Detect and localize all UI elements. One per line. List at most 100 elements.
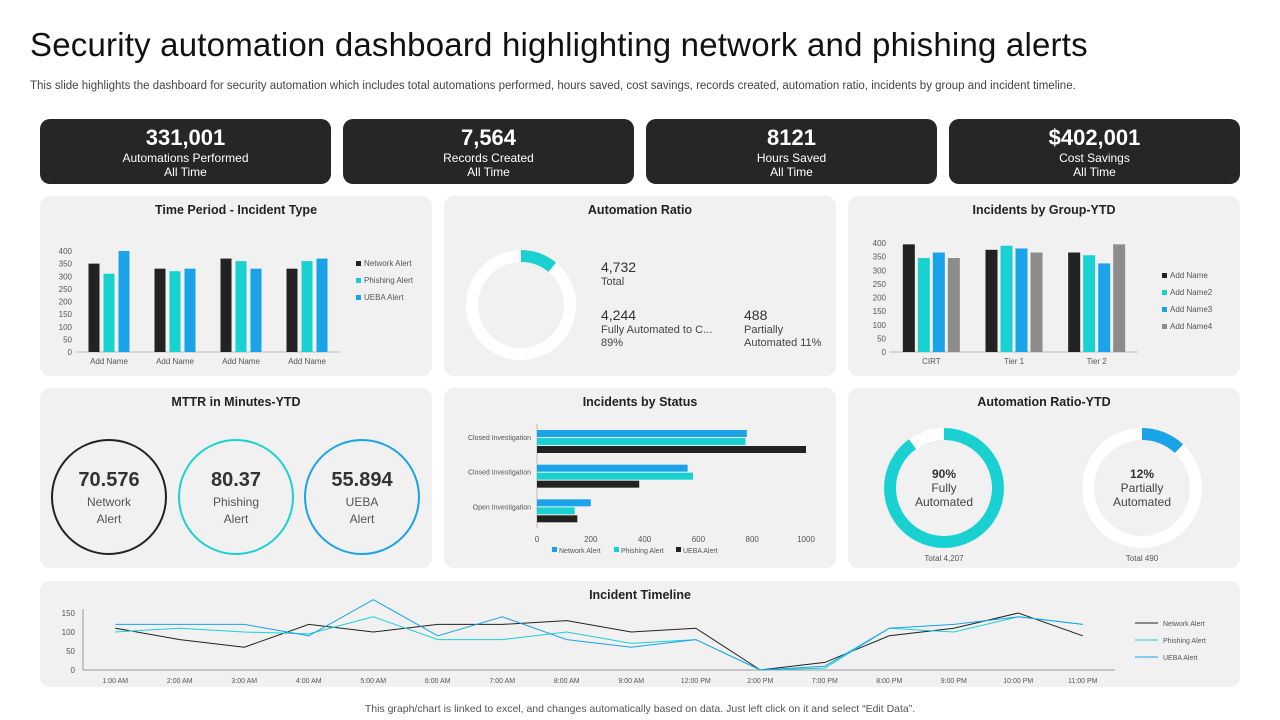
legend-swatch-icon <box>614 547 619 552</box>
legend-label: UEBA Alert <box>683 548 718 555</box>
footer-note: This graph/chart is linked to excel, and… <box>364 703 916 715</box>
automation-ratio-ytd-panel: Automation Ratio-YTD 90% Fully Automated… <box>848 388 1240 568</box>
bar <box>118 251 130 352</box>
legend-swatch-icon <box>1162 273 1167 278</box>
y-tick-label: 50 <box>877 334 886 343</box>
bar <box>1083 255 1096 352</box>
y-tick-label: 0 <box>68 348 73 357</box>
y-tick-label: 150 <box>62 609 76 618</box>
ytd-pct: 12% <box>1129 467 1155 481</box>
mttr-label: Network <box>86 495 131 509</box>
bar <box>286 268 298 352</box>
x-tick-label: 9:00 PM <box>941 678 967 685</box>
panel-title: Incidents by Status <box>582 395 698 409</box>
kpi-sublabel: All Time <box>770 165 813 179</box>
time-period-chart[interactable]: 0 50 100 150 200 250 300 350 400 Add Name Add Name… <box>40 196 432 376</box>
x-tick-label: 1:00 AM <box>102 678 128 685</box>
series-line <box>115 599 1083 671</box>
bar <box>88 263 100 352</box>
kpi-value: 8121 <box>767 125 816 150</box>
kpi-automations-card: 331,001 Automations Performed All Time <box>40 119 331 184</box>
series-line <box>115 616 1083 671</box>
panel-title: Time Period - Incident Type <box>154 203 318 217</box>
mttr-label-2: Alert <box>223 512 249 526</box>
panel-title: Incidents by Group-YTD <box>972 203 1116 217</box>
bar <box>1030 252 1043 352</box>
legend-label: UEBA Alert <box>1163 655 1198 662</box>
x-tick-label: 5:00 AM <box>360 678 386 685</box>
legend-item: Network Alert <box>356 255 413 272</box>
x-tick-label: 1000 <box>797 535 815 544</box>
mttr-label-2: Alert <box>349 512 375 526</box>
y-tick-label: 0 <box>882 348 887 357</box>
mttr-network-circle: 70.576 Network Alert <box>51 439 167 555</box>
ytd-label: Partially <box>1120 481 1164 495</box>
x-tick-label: 10:00 PM <box>1003 678 1033 685</box>
bar <box>1015 248 1028 352</box>
legend-label: Phishing Alert <box>621 548 664 555</box>
y-tick-label: 350 <box>873 253 887 262</box>
total-label: Total <box>601 276 625 288</box>
ytd-label-2: Automated <box>1112 495 1172 509</box>
legend-item: Add Name3 <box>1162 301 1212 318</box>
fully-automated-value: 4,244 <box>601 307 637 323</box>
y-tick-label: 100 <box>59 323 73 332</box>
legend-label: Network Alert <box>559 548 601 555</box>
legend-label: Phishing Alert <box>1163 638 1206 645</box>
partial-automated-label-2: Automated 11% <box>744 337 822 349</box>
legend-item: UEBA Alert <box>356 289 413 306</box>
bar <box>537 507 575 515</box>
y-tick-label: 100 <box>873 321 887 330</box>
incidents-status-chart[interactable]: Closed Investigation Closed Investigation… <box>444 388 836 568</box>
x-tick-label: Add Name <box>156 357 194 366</box>
mttr-value: 80.37 <box>210 469 262 491</box>
bar <box>103 273 115 352</box>
y-tick-label: 150 <box>873 307 887 316</box>
partial-automated-label: Partially <box>744 324 784 336</box>
y-tick-label: 50 <box>66 647 75 656</box>
mttr-ueba-circle: 55.894 UEBA Alert <box>304 439 420 555</box>
page-title: Security automation dashboard highlighti… <box>30 26 1088 63</box>
bar <box>932 252 945 352</box>
mttr-value: 70.576 <box>78 469 140 491</box>
incidents-group-chart[interactable]: 0 50 100 150 200 250 300 350 400 CIRT Tier 1 Tier 2 <box>848 196 1240 376</box>
legend-label: Add Name2 <box>1170 288 1213 297</box>
bar <box>1000 245 1013 352</box>
bar <box>235 261 247 352</box>
bar <box>947 257 960 352</box>
legend-item: Add Name4 <box>1162 318 1212 335</box>
y-tick-label: 400 <box>59 247 73 256</box>
x-tick-label: Add Name <box>288 357 326 366</box>
kpi-cost-card: $402,001 Cost Savings All Time <box>949 119 1240 184</box>
legend-swatch-icon <box>1162 290 1167 295</box>
x-tick-label: 3:00 AM <box>231 678 257 685</box>
legend-label: Add Name3 <box>1170 305 1213 314</box>
x-tick-label: 400 <box>638 535 652 544</box>
legend-label: UEBA Alert <box>364 293 404 302</box>
x-tick-label: Add Name <box>222 357 260 366</box>
bar <box>537 515 578 523</box>
automation-ratio-ytd-donuts[interactable] <box>848 388 1240 568</box>
panel-title: Incident Timeline <box>589 588 691 602</box>
kpi-records-card: 7,564 Records Created All Time <box>343 119 634 184</box>
incident-timeline-chart[interactable]: 0 50 100 150 1:00 AM 2:00 AM 3:00 AM 4:00 AM 5:0… <box>40 581 1240 687</box>
legend-item: Phishing Alert <box>356 272 413 289</box>
ytd-pct: 90% <box>931 467 957 481</box>
panel-title: Automation Ratio <box>587 203 693 217</box>
fully-automated-center: 90% Fully Automated <box>894 467 994 509</box>
y-tick-label: 150 <box>59 310 73 319</box>
automation-ratio-donut[interactable] <box>444 196 836 376</box>
bar <box>537 446 806 453</box>
legend-label: Phishing Alert <box>364 276 413 285</box>
legend-label: Network Alert <box>364 259 412 268</box>
mttr-phishing-circle: 80.37 Phishing Alert <box>178 439 294 555</box>
partial-automated-stat: 488 Partially Automated 11% <box>744 308 822 350</box>
y-tick-label: 250 <box>873 280 887 289</box>
bar <box>1113 244 1126 352</box>
x-tick-label: 0 <box>535 535 540 544</box>
kpi-label: Automations Performed <box>122 151 249 165</box>
x-tick-label: CIRT <box>922 357 941 366</box>
bar <box>537 472 694 480</box>
bar <box>220 258 232 352</box>
y-tick-label: 400 <box>873 239 887 248</box>
